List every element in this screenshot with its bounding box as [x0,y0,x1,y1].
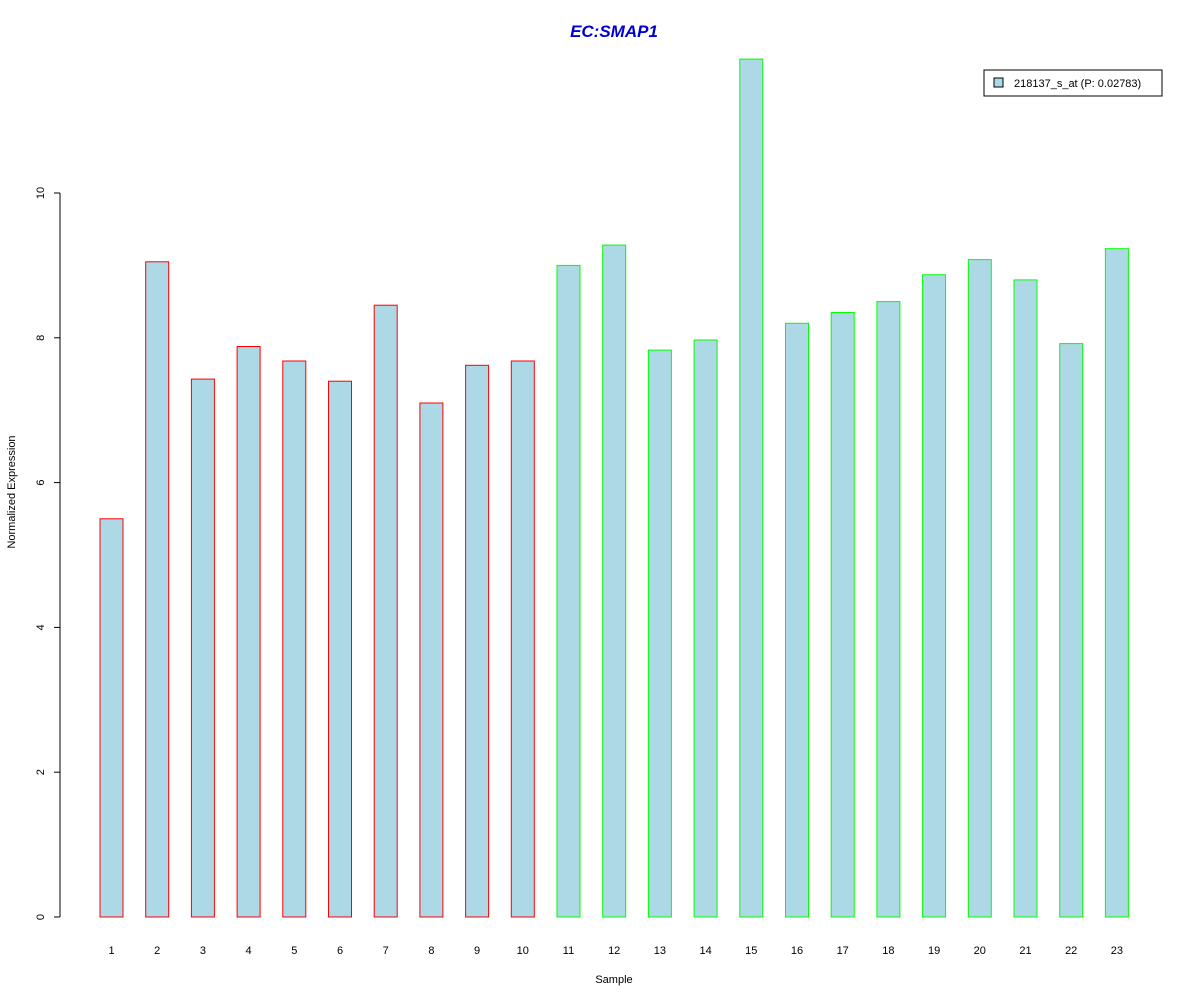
y-tick-label: 2 [35,769,47,775]
bar [967,259,992,918]
bar [373,304,398,918]
x-tick-label: 21 [1019,945,1031,957]
bar [647,349,672,918]
x-tick-label: 20 [974,945,986,957]
bar [282,360,307,918]
bar [1104,248,1129,918]
bar [510,360,535,918]
bar [922,274,947,918]
x-tick-label: 19 [928,945,940,957]
x-tick-label: 17 [837,945,849,957]
bar [556,264,581,918]
bar [785,322,809,918]
y-tick-label: 10 [35,187,47,199]
bar [876,301,901,918]
bar [1013,279,1038,918]
legend-box [983,69,1163,97]
x-tick-label: 11 [563,945,574,957]
chart-title: EC:SMAP1 [570,22,658,41]
x-tick-label: 22 [1065,945,1077,957]
bar [190,378,215,918]
legend-label: 218137_s_at (P: 0.02783) [1014,78,1141,90]
x-axis-label: Sample [595,974,632,986]
x-tick-label: 7 [383,945,389,957]
y-tick-label: 4 [35,624,47,630]
y-tick-label: 6 [35,480,47,486]
x-tick-label: 4 [246,945,252,957]
y-tick-label: 8 [35,335,47,341]
bar [236,346,261,918]
x-tick-label: 8 [428,945,434,957]
legend: 218137_s_at (P: 0.02783) [983,69,1163,97]
bar [693,339,718,918]
legend-swatch [993,77,1004,88]
bar [465,364,490,918]
x-tick-label: 18 [882,945,894,957]
x-tick-label: 1 [108,945,114,957]
bars [99,58,1129,918]
bar [99,518,124,918]
x-tick-label: 3 [200,945,206,957]
bar [739,58,764,918]
y-axis: 0 2 4 6 8 10 [35,187,61,920]
y-tick-label: 0 [35,914,47,920]
bar [328,380,352,918]
bar [145,261,170,918]
x-tick-label: 5 [291,945,297,957]
x-tick-label: 2 [154,945,160,957]
x-tick-label: 6 [337,945,343,957]
x-tick-label: 13 [654,945,666,957]
x-tick-label: 23 [1111,945,1123,957]
y-axis-label: Normalized Expression [6,435,18,548]
x-tick-label: 10 [517,945,529,957]
x-tick-label: 14 [699,945,711,957]
bar [830,312,855,918]
x-tick-label: 16 [791,945,803,957]
x-tick-label: 9 [474,945,480,957]
bar [602,244,627,918]
bar [419,402,444,918]
x-tick-label: 12 [608,945,620,957]
bar [1059,343,1084,918]
x-tick-label: 15 [745,945,757,957]
x-axis-tick-labels: 1 2 3 4 5 6 7 8 9 10 11 12 13 14 15 16 17 18 19 20 21 22 23 [108,945,1123,957]
